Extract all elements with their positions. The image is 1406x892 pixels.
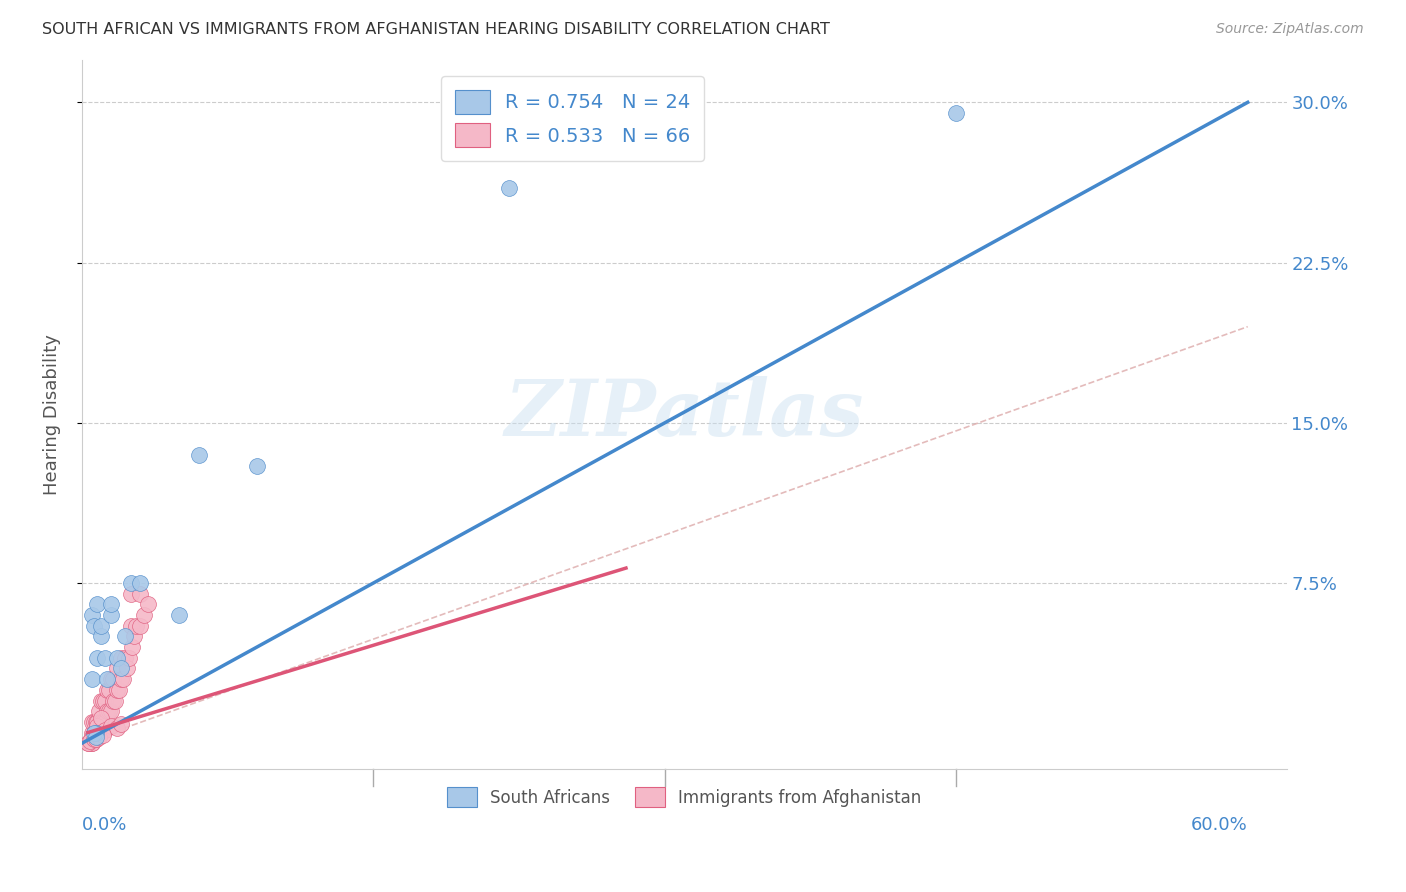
Point — [91, 714, 114, 729]
Point — [246, 458, 269, 473]
Point — [105, 650, 128, 665]
Point — [100, 598, 122, 612]
Point — [945, 106, 967, 120]
Point — [86, 730, 108, 744]
Point — [83, 730, 105, 744]
Point — [89, 725, 111, 739]
Point — [90, 710, 112, 724]
Point — [84, 731, 107, 746]
Point — [110, 717, 132, 731]
Point — [83, 725, 105, 739]
Point — [90, 714, 112, 729]
Point — [98, 704, 121, 718]
Point — [114, 629, 136, 643]
Point — [80, 725, 103, 739]
Y-axis label: Hearing Disability: Hearing Disability — [44, 334, 60, 495]
Point — [120, 619, 142, 633]
Text: ZIPatlas: ZIPatlas — [505, 376, 863, 452]
Point — [84, 730, 107, 744]
Point — [86, 725, 108, 739]
Point — [80, 736, 103, 750]
Point — [90, 725, 112, 739]
Text: 60.0%: 60.0% — [1191, 816, 1247, 834]
Point — [84, 725, 107, 739]
Point — [80, 714, 103, 729]
Point — [96, 672, 118, 686]
Point — [129, 587, 152, 601]
Point — [187, 448, 209, 462]
Point — [96, 682, 118, 697]
Point — [136, 598, 159, 612]
Point — [86, 650, 108, 665]
Point — [111, 672, 134, 686]
Point — [84, 731, 107, 746]
Point — [86, 719, 108, 733]
Point — [83, 619, 105, 633]
Point — [117, 650, 139, 665]
Point — [110, 650, 132, 665]
Point — [115, 661, 138, 675]
Point — [76, 736, 98, 750]
Point — [498, 181, 520, 195]
Point — [105, 682, 128, 697]
Point — [79, 734, 101, 748]
Point — [96, 704, 118, 718]
Point — [110, 672, 132, 686]
Text: Source: ZipAtlas.com: Source: ZipAtlas.com — [1216, 22, 1364, 37]
Point — [167, 608, 190, 623]
Point — [100, 719, 122, 733]
Point — [84, 725, 107, 739]
Point — [110, 661, 132, 675]
Point — [125, 619, 148, 633]
Point — [114, 650, 136, 665]
Point — [108, 682, 131, 697]
Point — [94, 723, 117, 738]
Text: SOUTH AFRICAN VS IMMIGRANTS FROM AFGHANISTAN HEARING DISABILITY CORRELATION CHAR: SOUTH AFRICAN VS IMMIGRANTS FROM AFGHANI… — [42, 22, 830, 37]
Point — [90, 693, 112, 707]
Point — [83, 731, 105, 746]
Point — [90, 725, 112, 739]
Point — [80, 672, 103, 686]
Point — [100, 704, 122, 718]
Point — [134, 608, 156, 623]
Point — [83, 725, 105, 739]
Point — [121, 640, 143, 654]
Point — [76, 736, 98, 750]
Point — [80, 736, 103, 750]
Point — [100, 608, 122, 623]
Point — [101, 693, 124, 707]
Point — [90, 629, 112, 643]
Point — [120, 587, 142, 601]
Point — [80, 730, 103, 744]
Point — [100, 672, 122, 686]
Point — [129, 576, 152, 591]
Point — [86, 598, 108, 612]
Point — [105, 661, 128, 675]
Point — [91, 693, 114, 707]
Point — [94, 650, 117, 665]
Point — [129, 619, 152, 633]
Point — [124, 629, 146, 643]
Point — [84, 714, 107, 729]
Point — [91, 728, 114, 742]
Point — [101, 672, 124, 686]
Point — [94, 714, 117, 729]
Point — [89, 730, 111, 744]
Point — [90, 619, 112, 633]
Point — [94, 693, 117, 707]
Point — [105, 721, 128, 735]
Point — [86, 714, 108, 729]
Point — [79, 736, 101, 750]
Text: 0.0%: 0.0% — [82, 816, 128, 834]
Legend: South Africans, Immigrants from Afghanistan: South Africans, Immigrants from Afghanis… — [437, 777, 932, 817]
Point — [83, 714, 105, 729]
Point — [104, 693, 127, 707]
Point — [89, 704, 111, 718]
Point — [80, 608, 103, 623]
Point — [98, 682, 121, 697]
Point — [120, 576, 142, 591]
Point — [89, 728, 111, 742]
